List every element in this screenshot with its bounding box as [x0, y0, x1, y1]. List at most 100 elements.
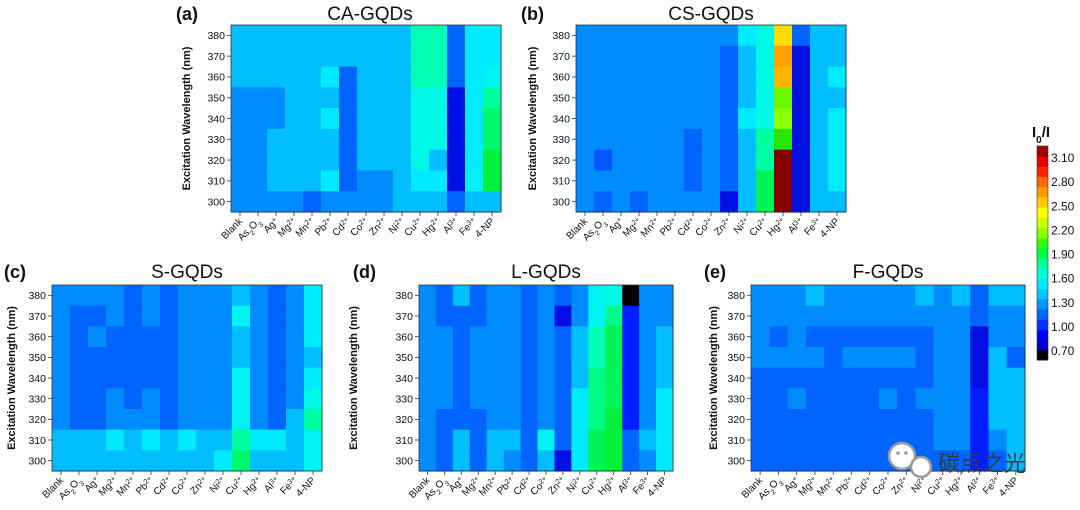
heatmap-cell [411, 87, 430, 109]
heatmap-cell [774, 128, 793, 151]
heatmap-cell [860, 409, 880, 431]
heatmap-cell [486, 450, 505, 472]
heatmap-cell [357, 108, 376, 130]
heatmap-cell [738, 149, 757, 172]
heatmap-cell [639, 285, 657, 307]
heatmap-cell [915, 388, 935, 410]
heatmap-cell [805, 326, 825, 348]
heatmap-cell [810, 128, 829, 151]
heatmap-cell [52, 305, 71, 327]
heatmap-cell [810, 45, 829, 68]
heatmap-cell [52, 450, 71, 472]
heatmap-cell [160, 429, 179, 451]
heatmap-cell [571, 285, 589, 307]
Co2+: Co2+ [693, 216, 716, 239]
heatmap-cell [860, 347, 880, 369]
y-tick-label: 330 [395, 393, 413, 405]
heatmap-cell [860, 305, 880, 327]
heatmap-cell [178, 450, 197, 472]
heatmap-cell [810, 66, 829, 88]
heatmap-cell [375, 108, 394, 130]
Pb2+: Pb2+ [313, 216, 335, 238]
heatmap-cell [594, 45, 613, 68]
heatmap-cell [588, 305, 606, 327]
heatmap-cell [738, 66, 757, 88]
heatmap-cell [792, 66, 811, 88]
heatmap-cell [304, 429, 323, 451]
heatmap-cell [142, 367, 161, 389]
heatmap-cell [738, 170, 757, 192]
heatmap-cell [828, 66, 847, 88]
heatmap-cell [805, 285, 825, 307]
heatmap-cell [537, 367, 556, 389]
heatmap-cell [339, 66, 358, 88]
heatmap-cell [648, 25, 667, 47]
heatmap-cell [106, 450, 125, 472]
heatmap-cell [774, 170, 793, 192]
heatmap-cell [393, 191, 412, 213]
heatmap-cell [756, 108, 775, 130]
heatmap-cell [810, 149, 829, 172]
colorbar-tick-label: 1.60 [1051, 272, 1075, 286]
heatmap-cell [250, 285, 269, 307]
Cd2+: Cd2+ [330, 216, 353, 239]
heatmap-cell [988, 450, 1008, 472]
heatmap-cell [231, 45, 250, 68]
heatmap-cell [483, 191, 502, 213]
heatmap-cell [285, 108, 304, 130]
heatmap-cell [769, 388, 789, 410]
heatmap-cell [142, 347, 161, 369]
heatmap-cell [656, 285, 674, 307]
heatmap-cell [250, 367, 269, 389]
heatmap-cell [648, 149, 667, 172]
heatmap-cell [630, 87, 649, 109]
y-tick-label: 300 [727, 455, 745, 467]
y-tick-label: 310 [727, 435, 745, 447]
heatmap-cell [648, 87, 667, 109]
heatmap-cell [268, 429, 287, 451]
heatmap-cell [571, 409, 589, 431]
y-tick-label: 310 [207, 176, 225, 188]
heatmap-cell [576, 108, 595, 130]
heatmap-cell [304, 285, 323, 307]
heatmap-cell [231, 128, 250, 151]
heatmap-cell [622, 367, 640, 389]
heatmap-cell [756, 191, 775, 213]
heatmap-cell [321, 128, 340, 151]
heatmap-cell [303, 66, 322, 88]
y-axis-label: Excitation Wavelength (nm) [6, 306, 18, 450]
heatmap-cell [249, 25, 268, 47]
heatmap-cell [842, 326, 862, 348]
heatmap-cell [231, 108, 250, 130]
heatmap-cell [124, 305, 143, 327]
heatmap-cell [196, 285, 215, 307]
heatmap-cell [469, 347, 488, 369]
4-NP: 4-NP [646, 475, 670, 499]
heatmap-cell [787, 409, 807, 431]
heatmap-cell [605, 285, 623, 307]
heatmap-cell [486, 347, 505, 369]
heatmap-cell [738, 128, 757, 151]
heatmap-cell [774, 191, 793, 213]
colorbar-segment [1037, 176, 1048, 188]
heatmap-cell [393, 149, 412, 172]
heatmap-cell [465, 149, 484, 172]
y-axis-label: Excitation Wavelength (nm) [527, 46, 539, 190]
heatmap-cell [554, 367, 572, 389]
heatmap-cell [249, 87, 268, 109]
heatmap-cell [612, 191, 631, 213]
heatmap-cell [805, 367, 825, 389]
heatmap-cell [684, 66, 703, 88]
heatmap-cell [988, 388, 1008, 410]
heatmap-cell [88, 388, 107, 410]
colorbar-segment [1037, 258, 1048, 269]
heatmap-cell [214, 326, 233, 348]
heatmap-cell [897, 388, 916, 410]
Mn2+: Mn2+ [115, 475, 139, 499]
heatmap-cell [357, 25, 376, 47]
heatmap-cell [988, 285, 1008, 307]
heatmap-cell [656, 367, 674, 389]
heatmap-cell [756, 149, 775, 172]
heatmap-cell [702, 25, 721, 47]
